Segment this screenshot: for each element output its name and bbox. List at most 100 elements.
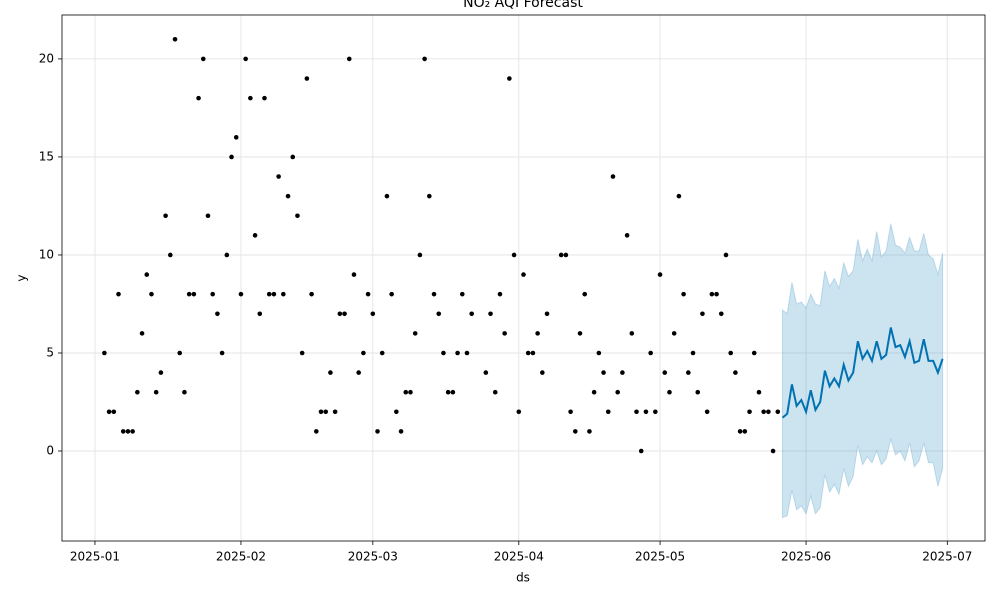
observed-point xyxy=(243,56,248,62)
observed-point xyxy=(525,350,531,356)
observed-point xyxy=(111,409,117,415)
plot-area xyxy=(102,37,944,519)
observed-point xyxy=(714,291,719,297)
observed-point xyxy=(695,389,701,395)
observed-point xyxy=(130,429,135,434)
observed-point xyxy=(328,370,333,375)
observed-point xyxy=(365,291,371,297)
observed-point xyxy=(676,193,682,199)
observed-point xyxy=(172,37,178,42)
observed-point xyxy=(248,95,253,101)
observed-point xyxy=(445,389,451,395)
axes-frame xyxy=(61,14,986,542)
observed-point xyxy=(262,95,267,101)
observed-point xyxy=(412,331,418,336)
observed-point xyxy=(596,350,602,356)
observed-point xyxy=(624,233,630,238)
observed-point xyxy=(577,331,583,336)
observed-point xyxy=(135,389,140,395)
observed-point xyxy=(394,409,399,415)
observed-point xyxy=(233,135,239,140)
observed-point xyxy=(742,429,748,434)
observed-point xyxy=(667,389,672,395)
observed-point xyxy=(704,409,710,415)
observed-point xyxy=(125,429,131,434)
observed-point xyxy=(601,370,606,375)
observed-point xyxy=(497,291,503,297)
y-axis-label: y xyxy=(15,274,29,281)
x-tick-label: 2025-02 xyxy=(216,550,266,564)
observed-point xyxy=(346,56,352,62)
observed-point xyxy=(191,291,197,297)
observed-point xyxy=(671,331,677,336)
observed-point xyxy=(488,311,493,317)
observed-point xyxy=(120,429,126,434)
observed-point xyxy=(469,311,474,317)
observed-point xyxy=(653,409,658,415)
observed-point xyxy=(408,389,413,395)
x-axis-label: ds xyxy=(516,571,530,585)
observed-point xyxy=(530,350,536,356)
observed-point xyxy=(427,193,432,199)
observed-point xyxy=(643,409,649,415)
observed-point xyxy=(629,331,635,336)
observed-point xyxy=(398,429,404,434)
observed-point xyxy=(620,370,625,375)
observed-point xyxy=(116,291,121,297)
grid xyxy=(62,15,985,541)
observed-point xyxy=(605,409,611,415)
observed-point xyxy=(747,409,752,415)
observed-point xyxy=(728,350,734,356)
observed-point xyxy=(751,350,757,356)
observed-point xyxy=(507,76,512,81)
observed-point xyxy=(200,56,206,62)
observed-point xyxy=(455,350,460,356)
observed-point xyxy=(186,291,192,297)
observed-point xyxy=(210,291,215,297)
observed-point xyxy=(323,409,329,415)
observed-point xyxy=(276,174,281,179)
observed-point xyxy=(464,350,470,356)
observed-point xyxy=(511,252,517,258)
observed-point xyxy=(431,291,437,297)
x-tick-label: 2025-05 xyxy=(635,550,685,564)
observed-point xyxy=(375,429,380,434)
observed-point xyxy=(337,311,343,317)
observed-point xyxy=(215,311,220,317)
observed-point xyxy=(737,429,743,434)
observed-point xyxy=(309,291,314,297)
observed-point xyxy=(290,154,296,160)
observed-point xyxy=(271,291,277,297)
observed-point xyxy=(582,291,588,297)
observed-point xyxy=(356,370,361,375)
observed-point xyxy=(182,389,187,395)
observed-point xyxy=(384,193,390,199)
observed-point xyxy=(266,291,272,297)
observed-point xyxy=(709,291,715,297)
observed-point xyxy=(681,291,686,297)
observed-point xyxy=(587,429,592,434)
x-tick-label: 2025-06 xyxy=(781,550,831,564)
observed-point xyxy=(563,252,569,258)
observed-point xyxy=(163,213,168,219)
x-tick-label: 2025-03 xyxy=(348,550,398,564)
observed-point xyxy=(361,350,366,356)
observed-point xyxy=(205,213,211,219)
observed-point xyxy=(766,409,771,415)
observed-point xyxy=(168,252,173,258)
observed-point xyxy=(318,409,324,415)
y-tick-label: 15 xyxy=(39,149,54,163)
y-tick-label: 0 xyxy=(46,444,54,458)
observed-point xyxy=(351,272,357,277)
observed-point xyxy=(733,370,738,375)
observed-point xyxy=(252,233,258,238)
observed-point xyxy=(483,370,489,375)
observed-point xyxy=(403,389,409,395)
observed-point xyxy=(686,370,691,375)
observed-point xyxy=(662,370,668,375)
observed-point xyxy=(492,389,498,395)
observed-point xyxy=(281,291,286,297)
observed-point xyxy=(756,389,762,395)
observed-point xyxy=(436,311,442,317)
chart-title: NO₂ AQI Forecast xyxy=(463,0,583,11)
